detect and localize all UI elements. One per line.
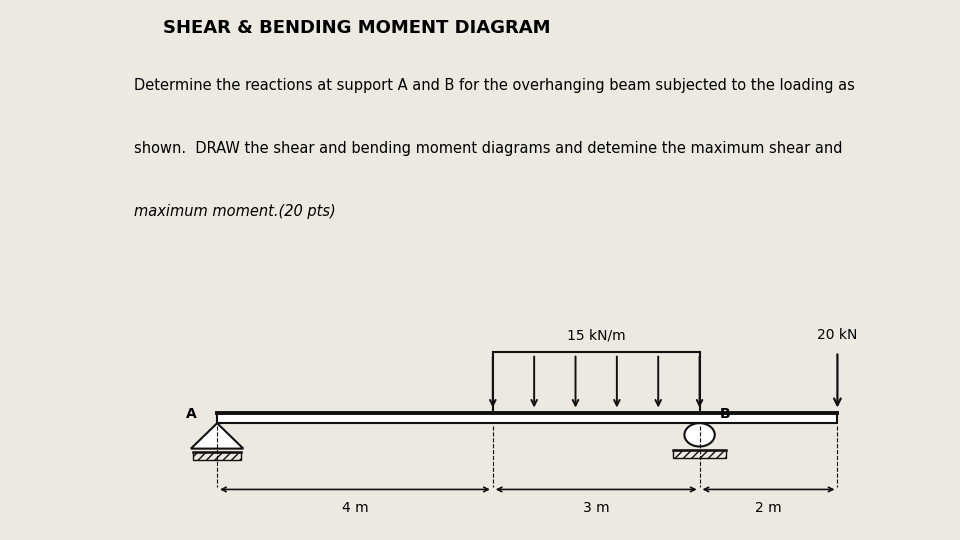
Text: 2 m: 2 m xyxy=(756,501,781,515)
Circle shape xyxy=(684,423,715,447)
Text: A: A xyxy=(185,407,197,421)
Text: 4 m: 4 m xyxy=(342,501,369,515)
Text: Determine the reactions at support A and B for the overhanging beam subjected to: Determine the reactions at support A and… xyxy=(134,78,855,93)
Text: 20 kN: 20 kN xyxy=(817,328,857,342)
Text: SHEAR & BENDING MOMENT DIAGRAM: SHEAR & BENDING MOMENT DIAGRAM xyxy=(163,19,551,37)
FancyBboxPatch shape xyxy=(217,413,837,423)
Text: shown.  DRAW the shear and bending moment diagrams and detemine the maximum shea: shown. DRAW the shear and bending moment… xyxy=(134,141,843,156)
Text: 15 kN/m: 15 kN/m xyxy=(566,328,626,342)
Text: 3 m: 3 m xyxy=(583,501,610,515)
Polygon shape xyxy=(191,423,243,449)
Text: B: B xyxy=(720,407,731,421)
Text: maximum moment.(20 pts): maximum moment.(20 pts) xyxy=(134,204,336,219)
